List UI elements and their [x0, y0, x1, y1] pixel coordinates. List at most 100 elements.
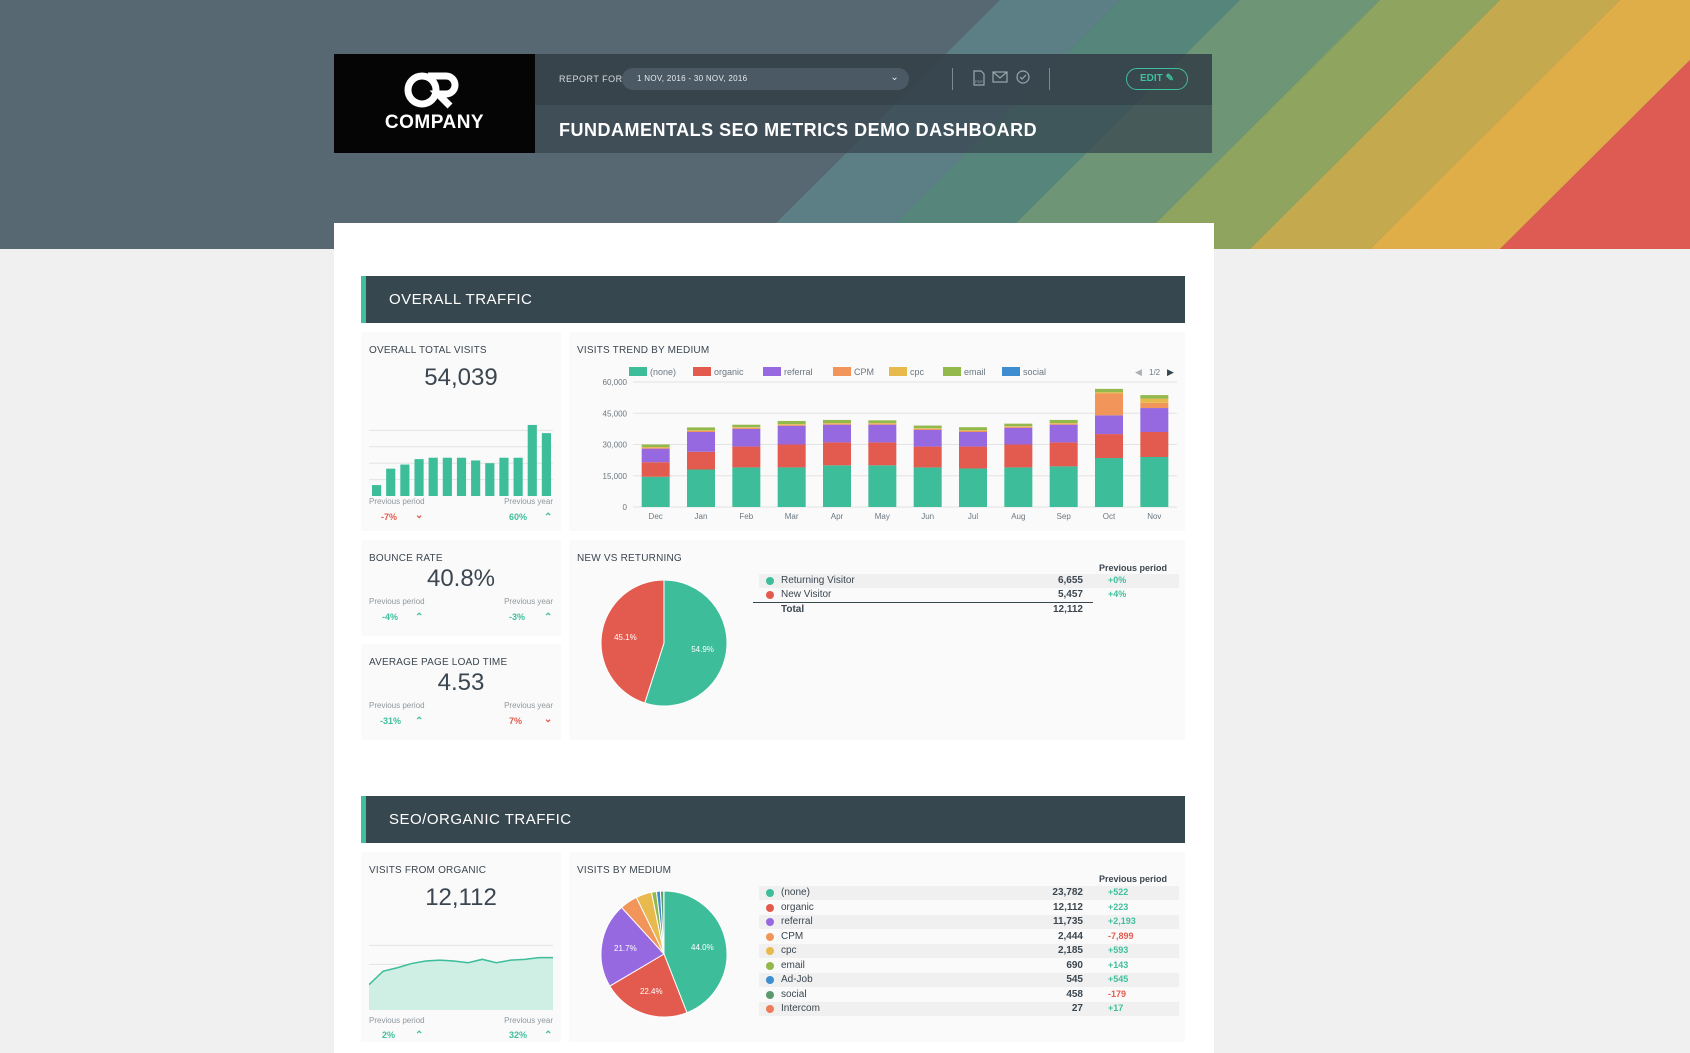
- bar-segment[interactable]: [732, 425, 760, 428]
- bar-segment[interactable]: [778, 426, 806, 445]
- bar-segment[interactable]: [778, 445, 806, 468]
- bar-segment[interactable]: [642, 448, 670, 449]
- bar-segment[interactable]: [1140, 403, 1168, 408]
- bar-segment[interactable]: [687, 452, 715, 470]
- bar-segment[interactable]: [1004, 445, 1032, 468]
- bar-segment[interactable]: [868, 424, 896, 425]
- bar-segment[interactable]: [1140, 395, 1168, 399]
- bar-segment[interactable]: [959, 427, 987, 430]
- company-logo[interactable]: COMPANY: [334, 54, 535, 153]
- bar-segment[interactable]: [959, 430, 987, 431]
- bar-segment[interactable]: [1095, 458, 1123, 507]
- bar-segment[interactable]: [778, 467, 806, 507]
- date-range-select[interactable]: 1 NOV, 2016 - 30 NOV, 2016 ⌄: [622, 68, 909, 90]
- bar-segment[interactable]: [1004, 424, 1032, 427]
- bar-segment[interactable]: [642, 462, 670, 477]
- bar-segment[interactable]: [642, 449, 670, 463]
- bar-segment[interactable]: [823, 425, 851, 443]
- legend-item[interactable]: organic: [693, 367, 744, 377]
- legend-item[interactable]: referral: [763, 367, 813, 377]
- bar-segment[interactable]: [914, 428, 942, 429]
- edit-button[interactable]: EDIT ✎: [1126, 68, 1188, 90]
- check-icon[interactable]: [1014, 70, 1032, 88]
- bar-segment[interactable]: [1004, 467, 1032, 507]
- legend-dot: [766, 933, 774, 941]
- bar-segment[interactable]: [778, 421, 806, 424]
- bar-segment[interactable]: [914, 430, 942, 447]
- legend-item[interactable]: email: [943, 367, 986, 377]
- bar-segment[interactable]: [1095, 415, 1123, 434]
- bar-segment[interactable]: [914, 429, 942, 430]
- bar-segment[interactable]: [868, 465, 896, 507]
- table-row[interactable]: New Visitor 5,457 +4%: [759, 588, 1179, 602]
- pdf-icon[interactable]: PDF: [970, 70, 988, 88]
- bar-segment[interactable]: [1050, 425, 1078, 443]
- bar-segment[interactable]: [1140, 457, 1168, 507]
- bar-segment[interactable]: [1140, 432, 1168, 457]
- bar-segment[interactable]: [732, 447, 760, 468]
- bar-segment[interactable]: [823, 423, 851, 424]
- bar-segment[interactable]: [687, 427, 715, 430]
- bar-segment[interactable]: [1095, 393, 1123, 415]
- legend-item[interactable]: (none): [629, 367, 676, 377]
- bar-segment[interactable]: [1050, 420, 1078, 423]
- legend-prev-icon[interactable]: ◀: [1135, 367, 1142, 378]
- bar-segment[interactable]: [687, 470, 715, 508]
- bar-segment[interactable]: [914, 467, 942, 507]
- bar-segment[interactable]: [823, 442, 851, 465]
- bar-segment[interactable]: [959, 432, 987, 447]
- bar-segment[interactable]: [732, 429, 760, 447]
- bar-segment[interactable]: [1004, 428, 1032, 445]
- bar-segment[interactable]: [1095, 392, 1123, 393]
- bar-segment[interactable]: [778, 424, 806, 425]
- bar-segment[interactable]: [687, 431, 715, 432]
- bar-segment[interactable]: [868, 423, 896, 424]
- bar-segment[interactable]: [823, 424, 851, 425]
- legend-item[interactable]: cpc: [889, 367, 924, 377]
- bar-segment[interactable]: [1050, 423, 1078, 424]
- bar-segment[interactable]: [868, 420, 896, 423]
- bar-segment[interactable]: [823, 465, 851, 507]
- bar-segment[interactable]: [1050, 442, 1078, 466]
- bar-segment[interactable]: [959, 468, 987, 507]
- bar-segment[interactable]: [959, 431, 987, 432]
- table-row[interactable]: (none)23,782+522: [759, 886, 1179, 900]
- bar-segment[interactable]: [959, 447, 987, 469]
- bar-segment[interactable]: [823, 420, 851, 423]
- bar-segment[interactable]: [687, 432, 715, 452]
- legend-item[interactable]: social: [1002, 367, 1046, 377]
- email-icon[interactable]: [991, 70, 1009, 88]
- bar-segment[interactable]: [1050, 424, 1078, 425]
- bar-segment[interactable]: [642, 447, 670, 448]
- bar-segment[interactable]: [914, 447, 942, 468]
- bar-segment[interactable]: [1140, 408, 1168, 432]
- bar-segment[interactable]: [642, 445, 670, 448]
- bar-segment[interactable]: [1095, 389, 1123, 392]
- bar-segment[interactable]: [868, 442, 896, 465]
- bar-segment[interactable]: [1140, 399, 1168, 403]
- bar-segment[interactable]: [642, 477, 670, 507]
- table-row[interactable]: Returning Visitor 6,655 +0%: [759, 574, 1179, 588]
- bar-segment[interactable]: [1050, 466, 1078, 507]
- slice-label: 44.0%: [691, 943, 714, 952]
- bar-segment[interactable]: [868, 425, 896, 443]
- bar-segment[interactable]: [1004, 426, 1032, 427]
- legend-next-icon[interactable]: ▶: [1167, 367, 1174, 378]
- bar-segment[interactable]: [732, 427, 760, 428]
- bar-segment[interactable]: [687, 430, 715, 431]
- bar-segment[interactable]: [914, 426, 942, 429]
- legend-item[interactable]: CPM: [833, 367, 874, 377]
- bar-segment[interactable]: [1004, 427, 1032, 428]
- bar-segment[interactable]: [732, 467, 760, 507]
- bar-segment[interactable]: [1095, 434, 1123, 458]
- bar-segment[interactable]: [778, 425, 806, 426]
- bar-segment[interactable]: [732, 428, 760, 429]
